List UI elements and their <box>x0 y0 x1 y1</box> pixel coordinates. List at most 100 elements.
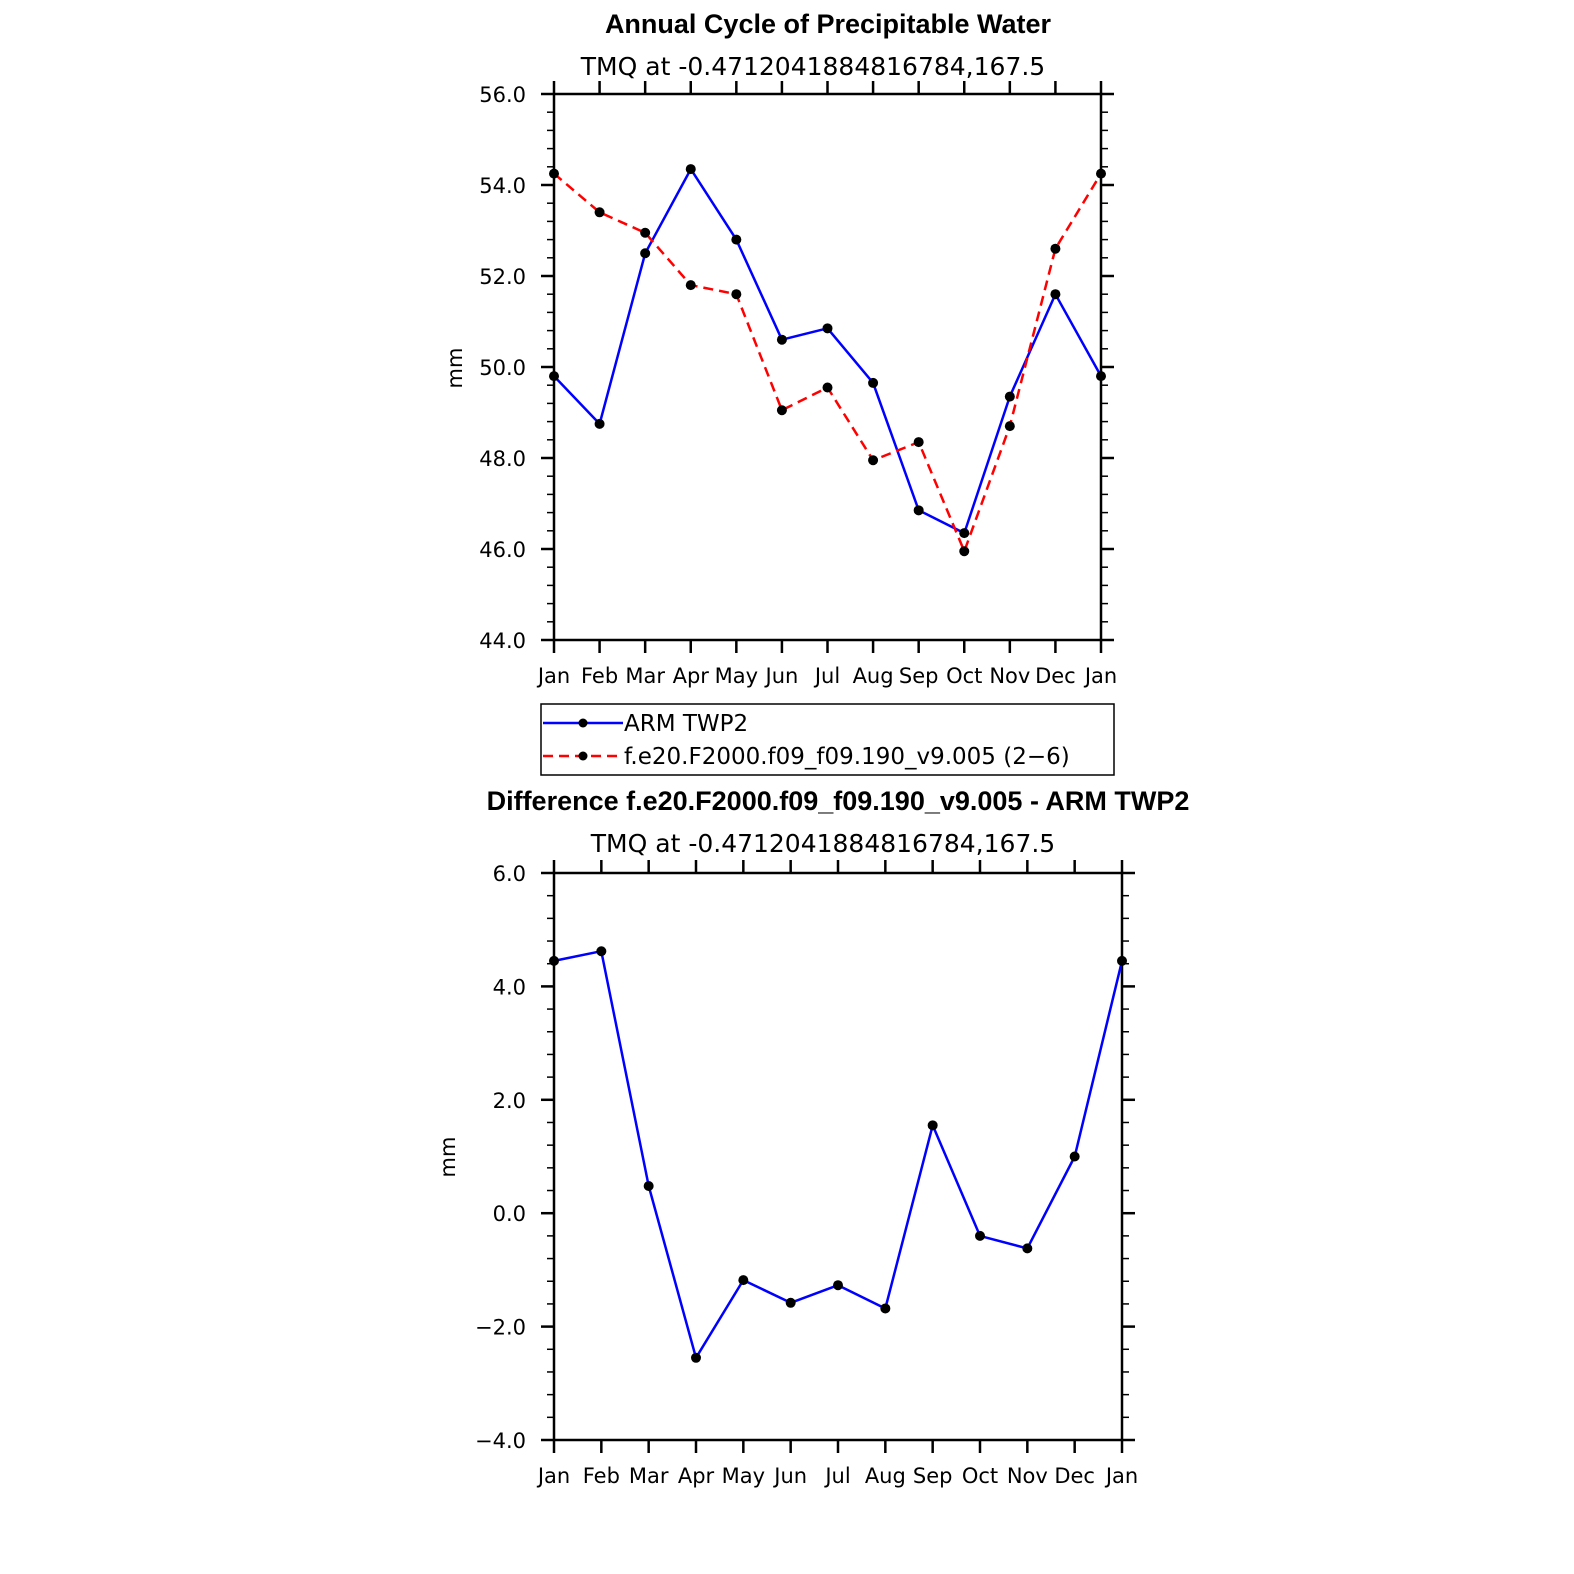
data-point-series-0 <box>549 955 559 966</box>
data-point-series-0 <box>1022 1243 1033 1254</box>
x-tick-label: Mar <box>625 664 665 688</box>
x-tick-label: May <box>715 664 758 688</box>
y-tick-label: −2.0 <box>475 1316 526 1340</box>
data-point-series-0 <box>731 234 742 245</box>
x-tick-label: Jan <box>536 664 570 688</box>
legend: ARM TWP2 f.e20.F2000.f09_f09.190_v9.005 … <box>540 703 1115 776</box>
data-point-series-0 <box>868 377 879 388</box>
x-tick-label: Jan <box>1104 1464 1138 1488</box>
x-tick-label: Feb <box>583 1464 620 1488</box>
x-tick-label: Oct <box>962 1464 998 1488</box>
series-line-1 <box>553 172 1103 553</box>
x-tick-label: Nov <box>1007 1464 1048 1488</box>
chart-subtitle: TMQ at -0.4712041884816784,167.5 <box>580 52 1045 81</box>
chart-title: Annual Cycle of Precipitable Water <box>605 9 1052 39</box>
data-point-series-0 <box>1004 391 1015 402</box>
data-point-series-1 <box>868 455 879 466</box>
x-tick-label: Apr <box>673 664 710 688</box>
data-point-series-0 <box>1117 955 1127 966</box>
chart-title: Difference f.e20.F2000.f09_f09.190_v9.00… <box>487 786 1190 816</box>
data-point-series-1 <box>913 437 924 448</box>
y-tick-label: 46.0 <box>479 538 526 562</box>
x-tick-label: Mar <box>629 1464 669 1488</box>
y-tick-label: 0.0 <box>493 1202 526 1226</box>
plot-area: 44.0 46.0 48.0 50.0 52.0 54.0 56.0 Jan Feb Mar Apr… <box>479 81 1117 688</box>
data-point-series-1 <box>1096 168 1106 179</box>
data-point-series-0 <box>785 1297 796 1308</box>
series-line-0 <box>553 949 1124 1360</box>
x-tick-label: Aug <box>865 1464 906 1488</box>
data-point-series-1 <box>731 289 742 300</box>
data-point-series-0 <box>596 946 607 957</box>
y-tick-label: 50.0 <box>479 356 526 380</box>
data-point-series-0 <box>833 1280 843 1291</box>
data-point-series-0 <box>640 248 651 259</box>
x-tick-label: Sep <box>899 664 939 688</box>
y-tick-label: 56.0 <box>479 83 526 107</box>
legend-box <box>540 703 1115 776</box>
series-line-0 <box>553 167 1103 535</box>
y-axis-label: mm <box>443 348 467 389</box>
data-point-series-0 <box>975 1230 985 1241</box>
chart-difference: Difference f.e20.F2000.f09_f09.190_v9.00… <box>436 786 1189 1488</box>
data-point-series-1 <box>822 382 833 393</box>
x-tick-label: Jul <box>823 1464 850 1488</box>
x-tick-label: Sep <box>913 1464 953 1488</box>
data-point-series-0 <box>1050 289 1061 300</box>
legend-marker-arm-twp2 <box>578 718 588 728</box>
data-point-series-0 <box>549 371 559 382</box>
legend-entry-arm-twp2: ARM TWP2 <box>543 711 748 737</box>
x-tick-label: Nov <box>989 664 1030 688</box>
x-tick-label: Jun <box>764 664 799 688</box>
data-point-series-1 <box>685 280 696 291</box>
y-tick-label: −4.0 <box>475 1429 526 1453</box>
plot-area: −4.0 −2.0 0.0 2.0 4.0 6.0 Jan Feb Mar Apr May Jun Ju… <box>475 860 1138 1488</box>
x-tick-label: Aug <box>853 664 894 688</box>
data-point-series-0 <box>594 418 605 429</box>
x-tick-label: Dec <box>1035 664 1076 688</box>
y-tick-label: 54.0 <box>479 174 526 198</box>
data-point-series-0 <box>776 334 787 345</box>
x-tick-label: Feb <box>581 664 618 688</box>
data-point-series-1 <box>1050 243 1061 254</box>
data-point-series-1 <box>549 168 559 179</box>
y-tick-label: 52.0 <box>479 265 526 289</box>
y-tick-label: 2.0 <box>493 1089 526 1113</box>
legend-entry-model: f.e20.F2000.f09_f09.190_v9.005 (2−6) <box>543 744 1070 770</box>
y-tick-label: 48.0 <box>479 447 526 471</box>
x-tick-label: Jan <box>1083 664 1117 688</box>
y-tick-label: 4.0 <box>493 975 526 999</box>
legend-marker-model <box>578 751 588 761</box>
x-tick-label: Jul <box>813 664 840 688</box>
x-tick-label: Jan <box>536 1464 570 1488</box>
chart-subtitle: TMQ at -0.4712041884816784,167.5 <box>590 829 1055 858</box>
x-tick-label: Apr <box>678 1464 715 1488</box>
chart-annual-cycle: Annual Cycle of Precipitable Water TMQ a… <box>443 9 1117 776</box>
plot-frame <box>552 871 1124 1442</box>
data-point-series-0 <box>1069 1151 1080 1162</box>
data-point-series-0 <box>927 1120 938 1131</box>
data-point-series-1 <box>640 227 651 238</box>
data-point-series-0 <box>880 1303 891 1314</box>
data-point-series-0 <box>913 505 924 516</box>
data-point-series-1 <box>1004 421 1015 432</box>
x-tick-label: Jun <box>772 1464 807 1488</box>
data-point-series-0 <box>691 1352 701 1363</box>
x-tick-label: Oct <box>946 664 982 688</box>
data-point-series-1 <box>776 405 787 416</box>
data-point-series-1 <box>594 207 605 218</box>
y-tick-label: 6.0 <box>493 862 526 886</box>
data-point-series-0 <box>643 1180 654 1191</box>
data-point-series-0 <box>1096 371 1106 382</box>
data-point-series-0 <box>822 323 833 334</box>
legend-label-arm-twp2: ARM TWP2 <box>624 711 748 737</box>
data-point-series-0 <box>738 1275 749 1286</box>
data-point-series-0 <box>685 164 696 175</box>
data-point-series-1 <box>959 546 970 557</box>
y-axis-label: mm <box>436 1137 460 1178</box>
x-tick-label: May <box>722 1464 765 1488</box>
data-point-series-0 <box>959 528 970 539</box>
legend-label-model: f.e20.F2000.f09_f09.190_v9.005 (2−6) <box>624 744 1070 770</box>
plot-frame <box>552 92 1103 642</box>
